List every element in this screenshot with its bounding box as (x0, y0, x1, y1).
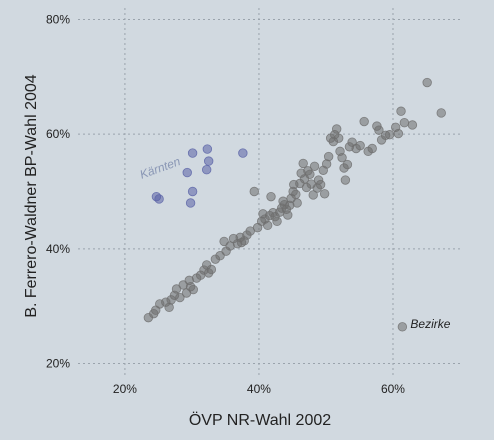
data-point (399, 117, 410, 128)
data-point (283, 210, 293, 220)
data-point (331, 124, 342, 134)
data-point (407, 120, 418, 130)
data-point (187, 148, 198, 158)
data-point (266, 191, 276, 202)
data-point (355, 140, 365, 151)
data-point (298, 158, 308, 169)
data-point (201, 165, 212, 175)
data-point (188, 284, 198, 295)
x-axis-title: ÖVP NR-Wahl 2002 (189, 411, 331, 429)
y-tick-label: 60% (46, 127, 70, 141)
data-point (202, 144, 213, 154)
data-point (384, 130, 395, 140)
data-point (342, 159, 353, 170)
data-point (272, 216, 282, 227)
x-axis-ticks: 20% 40% 60% (113, 382, 405, 396)
x-tick-label: 40% (247, 382, 271, 396)
data-point (249, 186, 259, 197)
x-tick-label: 20% (113, 382, 137, 396)
data-point (374, 125, 384, 135)
y-tick-label: 40% (46, 242, 70, 256)
data-point (319, 189, 330, 199)
grid (78, 8, 460, 375)
data-point (323, 151, 334, 162)
data-point (154, 194, 164, 204)
data-point (308, 190, 318, 200)
data-point (206, 264, 217, 275)
data-points (143, 77, 446, 323)
x-tick-label: 60% (381, 382, 405, 396)
y-tick-label: 80% (46, 12, 70, 26)
data-point (292, 198, 302, 208)
series-bezirke (143, 77, 446, 323)
y-axis-title: B. Ferrero-Waldner BP-Wahl 2004 (23, 74, 40, 317)
data-point (396, 106, 406, 116)
data-point (291, 189, 301, 200)
kaernten-label: Kärnten (138, 154, 183, 182)
data-point (315, 179, 326, 190)
data-point (305, 169, 315, 179)
data-point (359, 116, 369, 127)
data-point (203, 156, 214, 166)
data-point (436, 108, 446, 118)
data-point (182, 167, 192, 178)
series-kaernten (151, 144, 248, 208)
data-point (340, 175, 351, 185)
legend-marker (397, 322, 408, 332)
y-tick-label: 20% (46, 357, 70, 371)
data-point (262, 220, 273, 231)
data-point (367, 143, 377, 154)
data-point (175, 292, 185, 303)
data-point (393, 128, 404, 139)
data-point (238, 148, 248, 158)
data-point (309, 161, 320, 171)
data-point (187, 186, 198, 197)
data-point (185, 198, 196, 208)
y-axis-ticks: 20% 40% 60% 80% (46, 12, 70, 370)
data-point (337, 152, 347, 163)
data-point (422, 77, 432, 88)
data-point (333, 133, 344, 143)
bezirke-label: Bezirke (410, 317, 450, 331)
